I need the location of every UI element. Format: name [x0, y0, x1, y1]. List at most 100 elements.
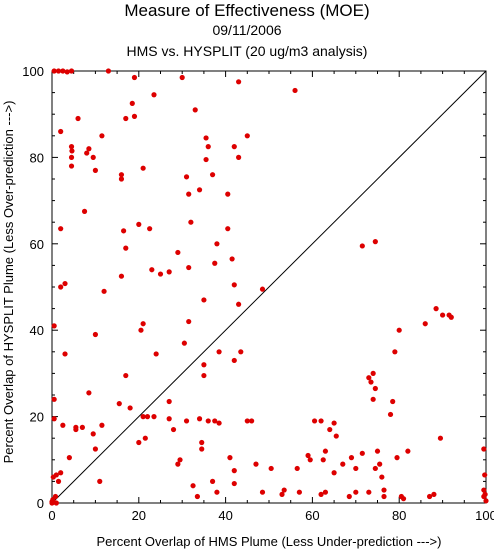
data-point	[175, 461, 181, 467]
data-point	[333, 433, 339, 439]
data-point	[318, 418, 324, 424]
y-tick-label: 0	[37, 496, 44, 511]
data-point	[142, 435, 148, 441]
data-point	[231, 144, 237, 150]
plot-area-frame	[51, 70, 487, 504]
data-point	[400, 496, 407, 502]
data-point	[105, 68, 112, 74]
y-tick-label: 80	[30, 150, 44, 165]
data-point	[66, 455, 72, 461]
x-tick-label: 100	[475, 508, 494, 523]
data-point	[372, 239, 378, 245]
data-point	[92, 167, 98, 173]
data-point	[175, 249, 181, 256]
y-tick-label: 100	[22, 64, 44, 79]
chart-subtitle: HMS vs. HYSPLIT (20 ug/m3 analysis)	[126, 43, 368, 59]
data-point	[236, 79, 242, 85]
data-point	[292, 87, 298, 94]
x-tick-label: 60	[305, 508, 319, 523]
data-point	[268, 465, 274, 472]
data-point	[92, 446, 98, 452]
data-point	[68, 68, 75, 74]
data-point	[123, 245, 129, 251]
data-point	[69, 148, 75, 154]
x-axis-label: Percent Overlap of HMS Plume (Less Under…	[97, 534, 442, 549]
data-point	[64, 69, 70, 75]
data-point	[188, 219, 194, 225]
data-point	[86, 390, 92, 396]
data-point	[481, 487, 487, 493]
data-point	[149, 267, 155, 273]
data-point	[381, 493, 387, 500]
data-point	[231, 480, 237, 487]
data-point	[123, 115, 129, 122]
y-tick-labels: 0 20 40 60 80 100	[22, 64, 44, 511]
data-point	[231, 282, 237, 288]
data-point	[394, 455, 400, 461]
data-point	[90, 154, 96, 160]
data-point	[166, 398, 172, 405]
data-point	[203, 156, 209, 163]
data-point	[166, 416, 172, 422]
data-point	[482, 472, 488, 478]
data-point	[68, 144, 75, 150]
data-point	[307, 457, 313, 463]
data-point	[123, 372, 129, 379]
data-point	[212, 418, 218, 424]
data-point	[374, 448, 381, 454]
data-point	[81, 208, 88, 214]
data-point	[55, 478, 62, 484]
data-point	[482, 491, 488, 497]
data-point	[199, 446, 205, 452]
data-point	[129, 100, 135, 106]
data-point	[118, 176, 125, 182]
data-point	[58, 470, 64, 476]
data-point	[86, 146, 92, 152]
data-point	[483, 498, 489, 504]
data-point	[179, 74, 185, 81]
x-tick-label: 0	[48, 508, 55, 523]
data-point	[51, 396, 57, 402]
data-point	[140, 414, 146, 420]
data-point	[231, 357, 237, 364]
data-point	[205, 418, 211, 424]
data-point	[381, 487, 387, 493]
data-point	[440, 312, 446, 318]
data-point	[157, 271, 164, 277]
x-tick-labels: 0 20 40 60 80 100	[48, 508, 494, 523]
data-point	[331, 420, 337, 426]
data-point	[62, 351, 68, 357]
data-point	[353, 489, 359, 495]
data-point	[151, 414, 157, 420]
data-point	[390, 398, 396, 405]
data-point	[190, 483, 196, 489]
data-point	[79, 424, 85, 430]
data-point	[99, 133, 105, 139]
x-tick-label: 80	[392, 508, 406, 523]
data-point	[370, 370, 376, 376]
data-point	[437, 435, 444, 441]
data-point	[209, 172, 216, 178]
data-point	[348, 455, 355, 461]
data-point	[353, 465, 359, 472]
data-point	[136, 221, 142, 227]
data-point	[140, 321, 146, 327]
data-point	[53, 500, 59, 506]
data-point	[392, 349, 398, 355]
data-point	[331, 470, 337, 476]
data-point	[196, 416, 203, 422]
data-point	[151, 92, 157, 98]
data-point	[318, 491, 324, 497]
data-point	[170, 426, 177, 433]
data-point	[327, 426, 333, 433]
data-point	[236, 301, 242, 307]
data-point	[212, 260, 218, 266]
data-point	[372, 385, 378, 392]
y-tick-label: 20	[30, 410, 44, 425]
y-tick-label: 40	[30, 323, 44, 338]
data-point	[279, 491, 285, 497]
data-point	[62, 280, 68, 287]
data-point	[147, 226, 153, 232]
data-point	[118, 273, 125, 279]
